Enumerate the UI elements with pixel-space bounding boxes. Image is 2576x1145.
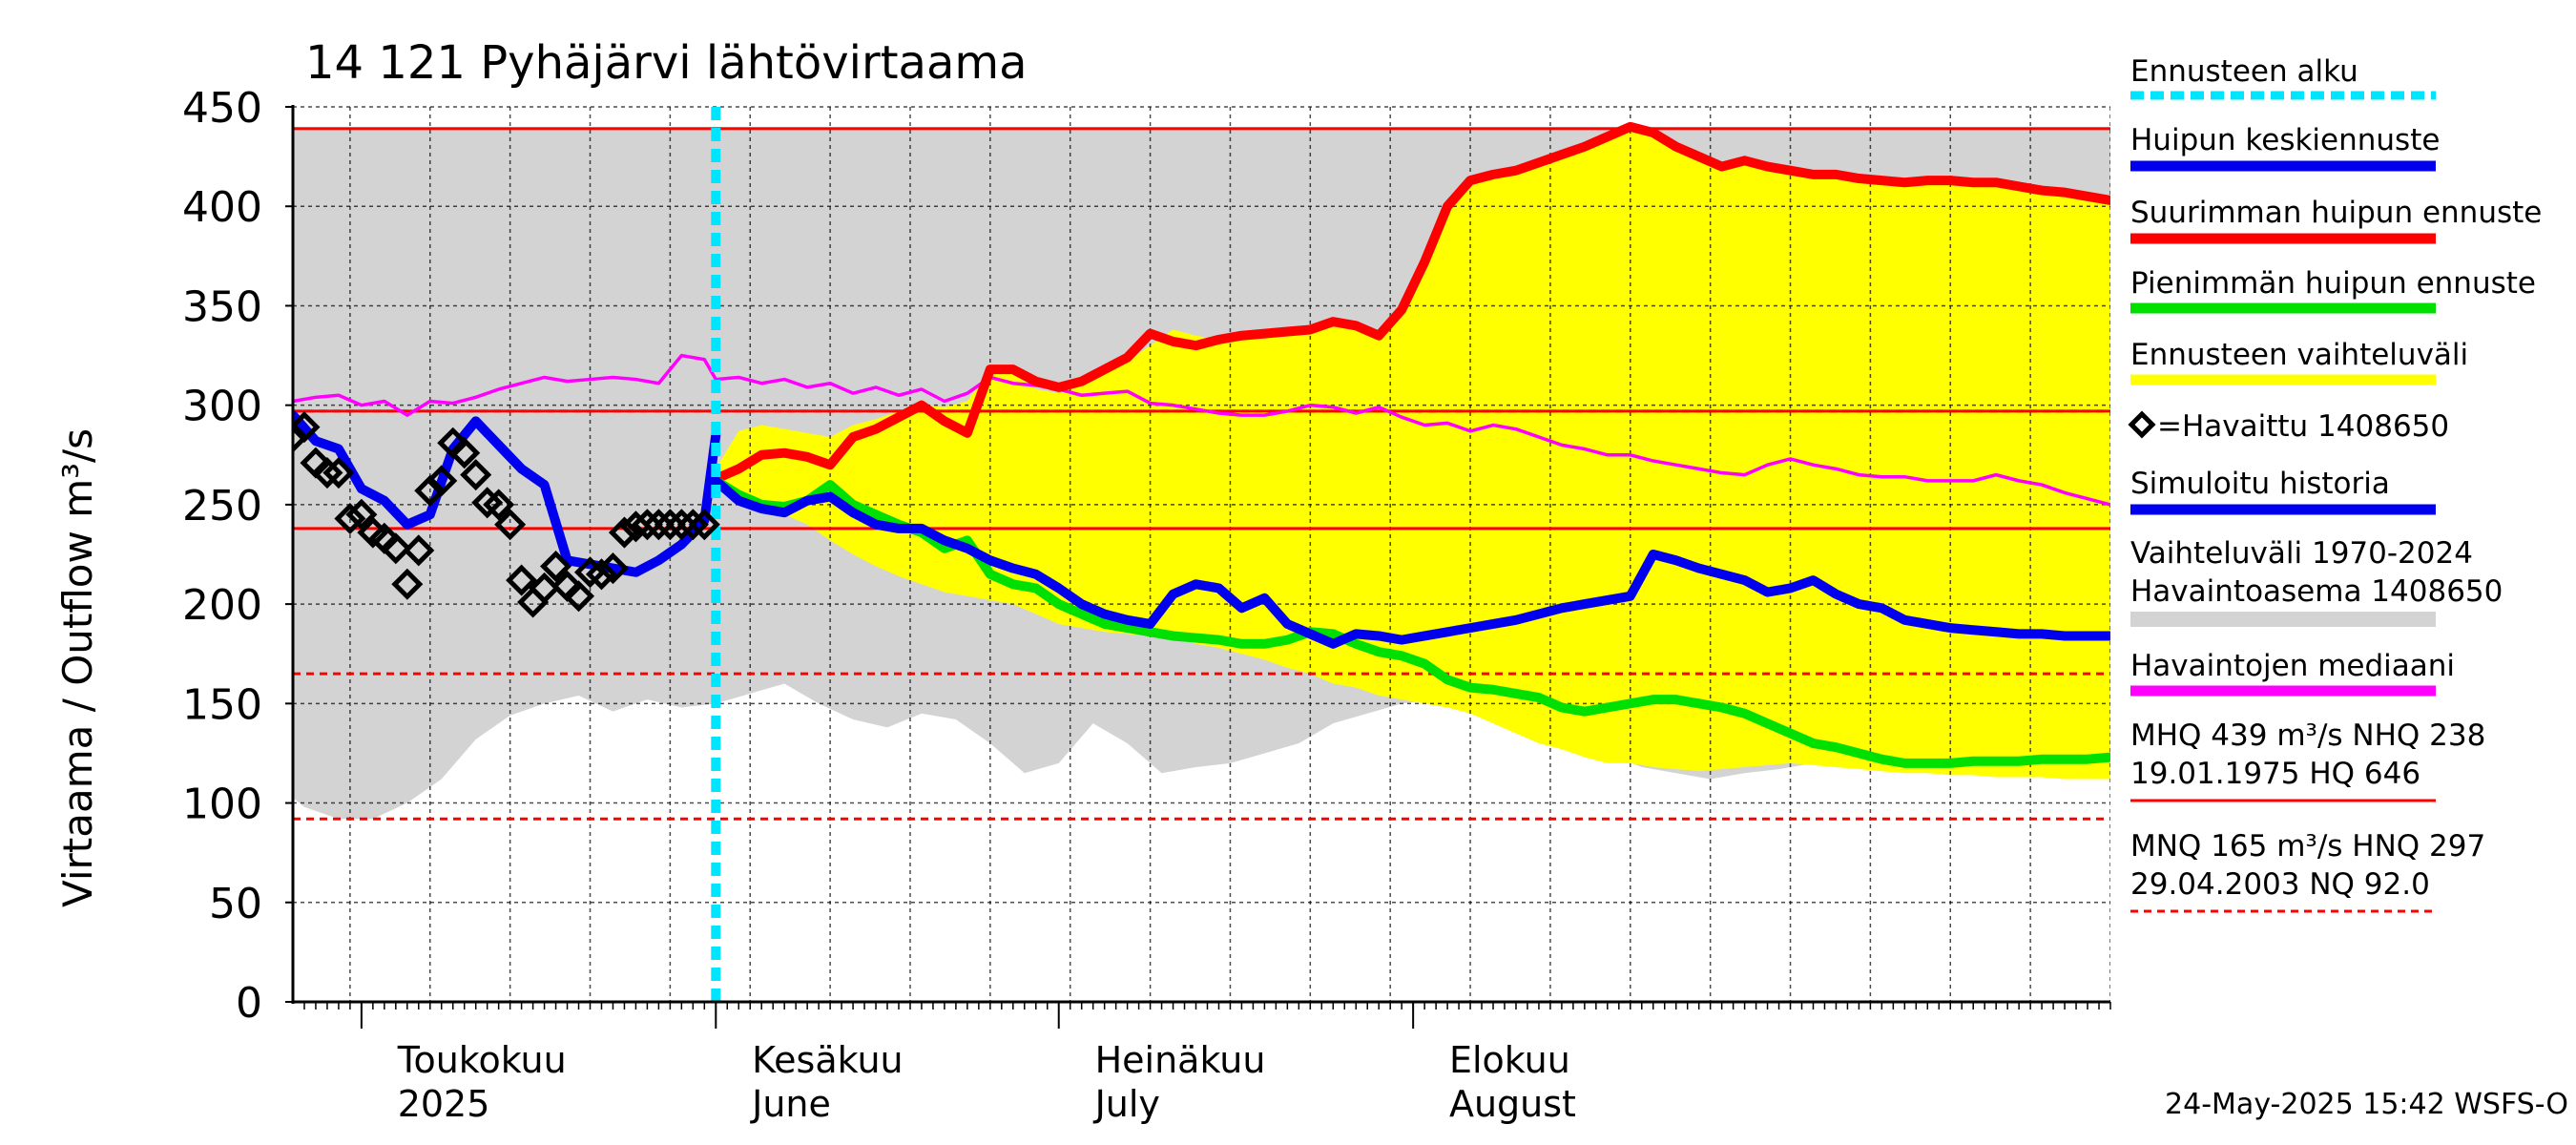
month-label-en: July xyxy=(1093,1083,1160,1125)
timestamp-footer: 24-May-2025 15:42 WSFS-O xyxy=(2165,1088,2568,1121)
observed-point xyxy=(322,457,355,489)
y-tick-label: 50 xyxy=(209,880,262,928)
series-line xyxy=(711,475,2110,768)
forecast-range-band xyxy=(716,126,2110,780)
legend-label: Huipun keskiennuste xyxy=(2130,123,2440,157)
observed-point xyxy=(529,572,561,604)
observed-point xyxy=(293,421,309,453)
observed-point xyxy=(631,509,663,541)
observed-point xyxy=(494,509,527,541)
y-tick-label: 350 xyxy=(182,282,262,331)
observed-point xyxy=(334,502,366,535)
observed-point xyxy=(665,509,697,541)
observed-point xyxy=(585,558,618,591)
legend-entry: Simuloitu historia xyxy=(2130,467,2436,515)
legend-label: Vaihteluväli 1970-2024 xyxy=(2130,536,2473,571)
legend-label: MNQ 165 m³/s HNQ 297 xyxy=(2130,829,2485,864)
legend-label-line2: Havaintoasema 1408650 xyxy=(2130,574,2503,609)
observed-point xyxy=(293,411,321,444)
chart-title: 14 121 Pyhäjärvi lähtövirtaama xyxy=(305,36,1028,90)
observed-point xyxy=(403,534,435,567)
legend-entry: Pienimmän huipun ennuste xyxy=(2130,266,2536,314)
observed-point xyxy=(506,564,538,596)
month-label: Elokuu xyxy=(1449,1039,1570,1081)
observed-point xyxy=(483,489,515,521)
observed-point xyxy=(596,552,630,585)
legend: Ennusteen alku Huipun keskiennuste Suurimm… xyxy=(2128,54,2542,913)
observed-point xyxy=(380,532,412,565)
legend-entry: Havaintojen mediaani xyxy=(2130,649,2455,697)
y-tick-label: 0 xyxy=(236,979,262,1028)
observed-point xyxy=(460,459,492,491)
observed-point xyxy=(619,510,652,543)
month-label: Toukokuu xyxy=(397,1039,567,1081)
y-tick-label: 450 xyxy=(182,84,262,133)
grid xyxy=(293,106,2110,1002)
legend-entry: Huipun keskiennuste xyxy=(2130,123,2440,172)
y-tick-label: 100 xyxy=(182,781,262,829)
month-label-en: June xyxy=(750,1083,831,1125)
series-line xyxy=(293,353,2110,507)
y-tick-label: 300 xyxy=(182,383,262,431)
legend-entry: Ennusteen vaihteluväli xyxy=(2130,338,2468,385)
legend-entry: =Havaittu 1408650 xyxy=(2128,409,2449,444)
legend-label: Simuloitu historia xyxy=(2130,467,2390,501)
y-axis-label: Virtaama / Outflow m³/s xyxy=(54,428,101,907)
legend-label: Havaintojen mediaani xyxy=(2130,649,2455,683)
legend-entry: Ennusteen alku xyxy=(2130,54,2436,100)
y-tick-label: 150 xyxy=(182,680,262,729)
observed-point xyxy=(608,516,640,549)
observed-point xyxy=(676,509,709,541)
observed-point xyxy=(391,568,424,600)
legend-label: Pienimmän huipun ennuste xyxy=(2130,266,2536,301)
series-line xyxy=(293,410,721,577)
plot-area xyxy=(291,105,2110,1004)
observed-point xyxy=(540,550,572,583)
observed-point xyxy=(311,457,343,489)
legend-entry: Suurimman huipun ennuste xyxy=(2130,196,2542,244)
y-axis: 0 50 100 150 200 250 300 350 400 450 xyxy=(182,84,293,1028)
observed-point xyxy=(688,509,720,541)
legend-entry: MHQ 439 m³/s NHQ 238 19.01.1975 HQ 646 xyxy=(2130,718,2485,802)
series-line xyxy=(711,121,2110,484)
legend-label: =Havaittu 1408650 xyxy=(2157,409,2449,444)
legend-entry: Vaihteluväli 1970-2024 Havaintoasema 140… xyxy=(2130,536,2503,627)
observed-point xyxy=(562,580,595,613)
legend-label: Ennusteen vaihteluväli xyxy=(2130,338,2468,372)
legend-label-line2: 19.01.1975 HQ 646 xyxy=(2130,757,2420,791)
observed-point xyxy=(414,474,447,507)
y-tick-label: 400 xyxy=(182,183,262,232)
legend-label: MHQ 439 m³/s NHQ 238 xyxy=(2130,718,2485,753)
month-label: Heinäkuu xyxy=(1095,1039,1266,1081)
y-tick-label: 250 xyxy=(182,482,262,531)
legend-diamond-marker xyxy=(2128,410,2156,439)
legend-label-line2: 29.04.2003 NQ 92.0 xyxy=(2130,867,2430,902)
month-label: Kesäkuu xyxy=(752,1039,904,1081)
observed-point xyxy=(448,437,481,469)
y-tick-label: 200 xyxy=(182,581,262,630)
legend-label: Ennusteen alku xyxy=(2130,54,2358,89)
observed-point xyxy=(426,465,458,497)
month-label-en: August xyxy=(1449,1083,1576,1125)
legend-label: Suurimman huipun ennuste xyxy=(2130,196,2542,230)
observed-point xyxy=(345,498,378,531)
plot-content xyxy=(293,106,2110,1002)
observed-point xyxy=(654,509,686,541)
series-line xyxy=(711,475,2110,649)
month-label-en: 2025 xyxy=(398,1083,490,1125)
observed-point xyxy=(642,509,675,541)
